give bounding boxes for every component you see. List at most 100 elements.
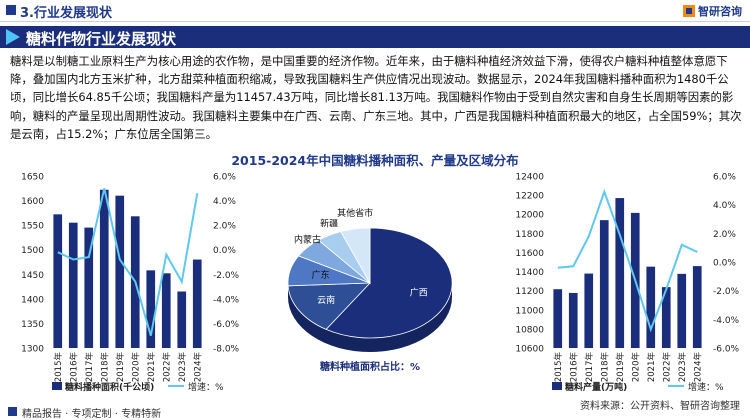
output-y-tick-right: -4.0% [713,316,740,326]
area-x-tick: 2017年 [84,352,95,383]
output-legend-bar-swatch [552,382,562,390]
footer-marker-icon [8,407,17,416]
area-bar [177,291,187,348]
area-x-tick: 2022年 [161,352,172,383]
area-legend-bar-label: 糖料播种面积(千公顷) [65,381,154,393]
output-y-tick-left: 10800 [515,325,544,335]
output-y-tick-left: 12000 [515,211,544,221]
area-x-tick: 2020年 [130,352,141,383]
area-y-tick-right: 6.0% [213,173,236,183]
area-bar [53,214,63,348]
area-x-tick: 2019年 [115,352,126,383]
area-y-tick-left: 1500 [21,246,44,256]
output-y-tick-right: 4.0% [713,201,736,211]
footer-slogan: 精品报告 · 专项定制 · 专精特新 [22,409,162,420]
body-paragraph: 糖料是以制糖工业原料生产为核心用途的农作物，是中国重要的经济作物。近年来，由于糖… [10,54,742,141]
area-bar [161,273,171,348]
output-growth-line [557,188,698,333]
output-bar [584,273,594,348]
pie-label: 广东 [311,269,329,281]
pie-label: 广西 [410,287,428,299]
pie-label: 内蒙古 [294,233,321,245]
section-marker-icon [6,5,16,15]
output-y-tick-left: 11800 [515,230,544,240]
output-y-tick-right: -2.0% [713,287,740,297]
output-bar [646,266,656,348]
output-x-tick: 2022年 [661,352,672,383]
figure-title: 2015-2024年中国糖料播种面积、产量及区域分布 [231,153,519,168]
output-x-tick: 2019年 [615,352,626,383]
top-bar: 3.行业发展现状 智研咨询 [0,0,750,22]
output-bar [692,266,702,348]
output-bar [615,198,625,348]
area-x-tick: 2015年 [53,352,64,383]
area-y-tick-left: 1600 [21,197,44,207]
area-x-tick: 2018年 [99,352,110,383]
output-x-tick: 2015年 [553,352,564,383]
output-y-tick-left: 11400 [515,268,544,278]
output-bar [568,292,578,348]
area-bar [99,189,109,348]
area-bar [115,195,125,348]
source-note: 资料来源：公开资料、智研咨询整理 [580,401,740,412]
section-title: 3.行业发展现状 [20,6,112,21]
output-y-tick-left: 11200 [515,287,544,297]
area-bar [84,227,94,348]
area-x-tick: 2023年 [177,352,188,383]
area-y-tick-right: -8.0% [213,345,240,355]
area-y-tick-left: 1350 [21,320,44,330]
output-y-tick-left: 12200 [515,192,544,202]
output-y-tick-right: 6.0% [713,173,736,183]
output-bar [553,289,563,348]
top-divider [0,21,750,22]
logo-text: 智研咨询 [698,5,742,18]
area-y-tick-right: -2.0% [213,271,240,281]
output-chart: 10600 10800 11000 11200 11400 11600 11800 12000… [515,173,740,394]
area-y-tick-left: 1300 [21,345,44,355]
area-bar [68,222,78,348]
output-x-tick: 2021年 [646,352,657,383]
output-bar [677,273,687,348]
area-legend-bar-swatch [52,382,62,390]
pie-label: 云南 [317,294,335,306]
area-chart: 1300 1350 1400 1450 1500 1550 1600 1650 -8.0% -6.… [21,173,240,394]
arrow-icon [6,29,20,45]
area-bar [146,270,156,348]
output-x-tick: 2017年 [584,352,595,383]
area-y-tick-left: 1450 [21,271,44,281]
area-growth-line [57,188,199,336]
output-y-tick-right: 0.0% [713,259,736,269]
pie-label: 其他省市 [337,207,373,219]
output-y-tick-left: 11000 [515,306,544,316]
area-y-tick-left: 1400 [21,295,44,305]
area-y-tick-left: 1650 [21,173,44,183]
page-title: 糖料作物行业发展现状 [26,30,177,48]
output-y-tick-right: 2.0% [713,230,736,240]
output-x-tick: 2023年 [677,352,688,383]
output-legend-line-label: 增速：% [688,381,724,393]
output-x-tick: 2018年 [599,352,610,383]
pie-label: 新疆 [320,217,338,229]
pie-caption: 糖料种植面积占比：% [320,360,420,373]
area-y-tick-left: 1550 [21,222,44,232]
output-y-tick-left: 10600 [515,345,544,355]
pie-slice-0 [325,227,453,339]
area-y-tick-right: 4.0% [213,197,236,207]
area-x-tick: 2021年 [146,352,157,383]
logo-icon [683,5,695,17]
area-x-tick: 2016年 [68,352,79,383]
title-banner: 糖料作物行业发展现状 [0,26,750,48]
area-bar [192,259,202,348]
area-y-tick-right: 2.0% [213,222,236,232]
area-x-tick: 2024年 [192,352,203,383]
brand-logo: 智研咨询 [683,2,742,20]
output-bar [599,220,609,348]
output-x-tick: 2020年 [630,352,641,383]
output-y-tick-right: -6.0% [713,345,740,355]
area-y-tick-right: -6.0% [213,320,240,330]
area-legend-line-label: 增速：% [188,381,224,393]
output-x-tick: 2016年 [568,352,579,383]
output-y-tick-left: 12400 [515,173,544,183]
area-y-tick-right: -4.0% [213,295,240,305]
